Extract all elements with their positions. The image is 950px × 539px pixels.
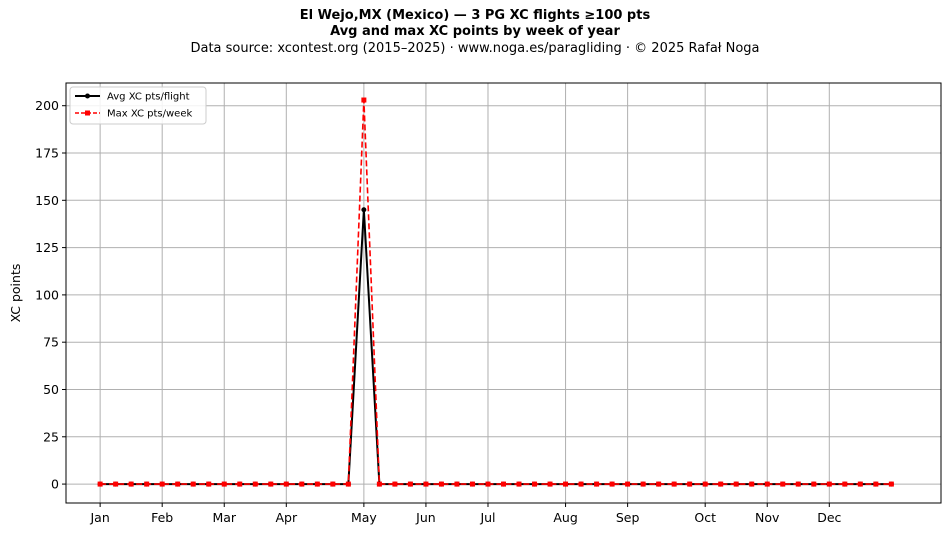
data-point [469, 481, 475, 487]
data-point [454, 481, 460, 487]
data-point [330, 481, 336, 487]
legend-marker [85, 93, 90, 99]
data-point [438, 481, 444, 487]
data-point [252, 481, 258, 487]
plot-frame [65, 82, 942, 504]
series-line [100, 209, 892, 486]
legend-label: Avg XC pts/flight [107, 92, 190, 103]
x-tick-label: Jun [415, 510, 436, 525]
y-axis-ticks: 0 25 50 75 100 125 150 175 200 [35, 98, 66, 492]
data-point [361, 97, 367, 103]
legend: Avg XC pts/flight Max XC pts/week [69, 86, 207, 125]
data-point [361, 207, 367, 213]
y-tick-label: 125 [35, 240, 59, 255]
data-point [749, 481, 755, 487]
y-tick-label: 100 [35, 287, 59, 302]
x-tick-label: Feb [151, 510, 173, 525]
data-point [128, 481, 134, 487]
data-point [594, 481, 600, 487]
data-point [578, 481, 584, 487]
y-tick-label: 175 [35, 146, 59, 161]
data-point [718, 481, 724, 487]
data-point [345, 481, 351, 487]
legend-label: Max XC pts/week [107, 109, 192, 120]
data-point [407, 481, 413, 487]
data-point [314, 481, 320, 487]
data-point [268, 481, 274, 487]
data-point [221, 481, 227, 487]
chart-title: El Wejo,MX (Mexico) — 3 PG XC flights ≥1… [299, 8, 651, 23]
data-point [671, 481, 677, 487]
data-point [764, 481, 770, 487]
x-tick-label: Oct [694, 510, 716, 525]
legend-marker [85, 110, 90, 116]
data-point [159, 481, 165, 487]
data-point [144, 481, 150, 487]
y-tick-label: 150 [35, 193, 59, 208]
y-tick-label: 200 [35, 98, 59, 113]
x-tick-label: Jul [479, 510, 495, 525]
series-max [97, 97, 894, 487]
data-point [516, 481, 522, 487]
x-tick-label: Dec [817, 510, 841, 525]
data-point [206, 481, 212, 487]
x-tick-label: Aug [553, 510, 577, 525]
chart-subtitle: Avg and max XC points by week of year [330, 24, 620, 39]
data-point [563, 481, 569, 487]
x-tick-label: Jan [89, 510, 109, 525]
data-point [299, 481, 305, 487]
data-point [656, 481, 662, 487]
data-point [113, 481, 119, 487]
legend-box [69, 86, 207, 125]
y-tick-label: 0 [51, 477, 59, 492]
y-tick-label: 25 [43, 429, 59, 444]
series-avg [97, 207, 894, 487]
data-point [237, 481, 243, 487]
y-tick-label: 75 [43, 335, 59, 350]
data-point [423, 481, 429, 487]
chart-source-line: Data source: xcontest.org (2015–2025) · … [190, 41, 760, 56]
x-tick-label: Apr [275, 510, 297, 525]
data-point [826, 481, 832, 487]
data-point [857, 481, 863, 487]
data-point [190, 481, 196, 487]
data-point [842, 481, 848, 487]
data-point [376, 481, 382, 487]
data-point [780, 481, 786, 487]
x-tick-label: Sep [616, 510, 640, 525]
x-tick-label: May [351, 510, 377, 525]
data-point [702, 481, 708, 487]
data-point [485, 481, 491, 487]
data-point [640, 481, 646, 487]
data-point [547, 481, 553, 487]
data-point [283, 481, 289, 487]
data-point [687, 481, 693, 487]
data-point [873, 481, 879, 487]
data-point [501, 481, 506, 487]
data-point [392, 481, 398, 487]
y-axis-label: XC points [8, 264, 23, 323]
x-tick-label: Nov [755, 510, 780, 525]
data-point [532, 481, 538, 487]
grid-lines [66, 83, 941, 503]
data-point [795, 481, 801, 487]
data-point [625, 481, 631, 487]
x-axis-ticks: Jan Feb Mar Apr May Jun Jul Aug Sep Oct Nov Dec [89, 503, 842, 525]
data-point [733, 481, 739, 487]
x-tick-label: Mar [212, 510, 236, 525]
series-layer [97, 97, 894, 487]
data-point [175, 481, 181, 487]
data-point [97, 481, 103, 487]
data-point [609, 481, 615, 487]
y-tick-label: 50 [43, 382, 59, 397]
data-point [811, 481, 817, 487]
chart-titles: El Wejo,MX (Mexico) — 3 PG XC flights ≥1… [0, 8, 950, 57]
data-point [888, 481, 894, 487]
series-line [100, 99, 892, 485]
